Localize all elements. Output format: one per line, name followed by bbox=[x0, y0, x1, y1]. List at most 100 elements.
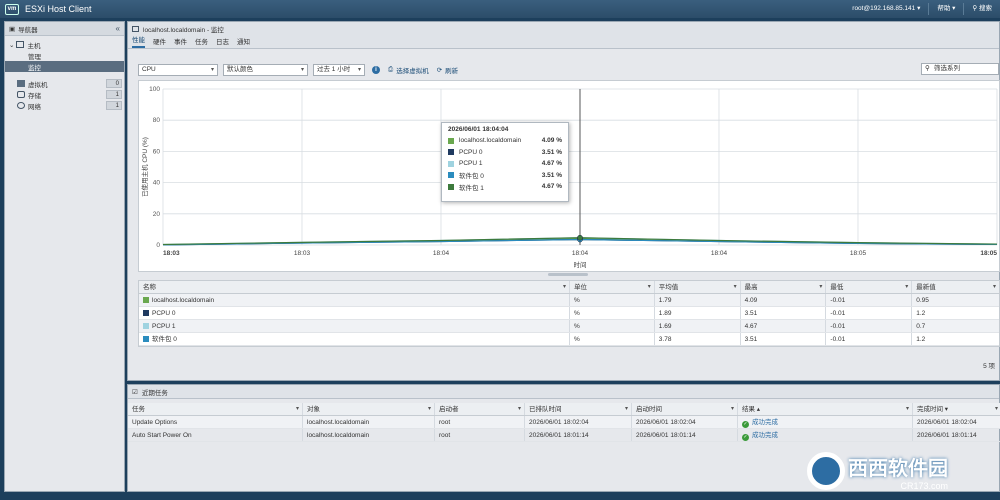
task-cell-completed: 2026/06/01 18:02:04 bbox=[917, 419, 977, 426]
task-cell-result[interactable]: ✓ 成功完成 bbox=[738, 429, 913, 441]
column-header-task[interactable]: 任务 ▾ bbox=[128, 403, 303, 415]
tooltip-row: 软件包 1 4.67 % bbox=[448, 181, 562, 193]
collapse-icon[interactable]: « bbox=[115, 24, 120, 33]
series-swatch bbox=[143, 323, 149, 329]
x-tick-label: 18:03 bbox=[294, 250, 311, 257]
column-header-started[interactable]: 启动时间 ▾ bbox=[632, 403, 738, 415]
success-icon: ✓ bbox=[742, 434, 749, 441]
x-tick-label: 18:05 bbox=[980, 250, 997, 257]
table-cell-avg: 1.89 bbox=[655, 307, 741, 319]
chart-toolbar: CPU ▾ 默认颜色 ▾ 过去 1 小时 ▾ i ⎙ 选择虚拟机 ⟳ 刷新 ⚲ … bbox=[138, 63, 999, 77]
navigator-icon: ▣ bbox=[9, 25, 16, 33]
tab-notifications[interactable]: 通知 bbox=[237, 39, 250, 46]
nav-item-host[interactable]: ⌄ 主机 bbox=[5, 39, 124, 50]
table-row[interactable]: PCPU 1% 1.69 4.67 -0.01 0.7 bbox=[139, 320, 999, 333]
column-header-latest[interactable]: 最新值 ▾ bbox=[916, 284, 997, 291]
y-tick-label: 40 bbox=[153, 180, 161, 187]
watermark-circle-icon bbox=[807, 452, 845, 490]
tab-performance[interactable]: 性能 bbox=[132, 34, 145, 48]
table-cell-name: 软件包 0 bbox=[139, 333, 570, 345]
nav-item-storage[interactable]: 存储 1 bbox=[5, 89, 124, 100]
resize-handle[interactable] bbox=[548, 273, 588, 276]
x-tick-label: 18:05 bbox=[850, 250, 867, 257]
top-bar: vm ESXi Host Client root@192.168.85.141 … bbox=[0, 0, 1000, 18]
metric-select[interactable]: CPU ▾ bbox=[138, 64, 218, 76]
table-cell-avg: 1.79 bbox=[655, 294, 741, 306]
help-menu[interactable]: 帮助 ▾ bbox=[929, 3, 965, 15]
tasks-table: 任务 ▾ 对象 ▾ 启动者 ▾ 已排队时间 ▾ 启动时间 ▾ 结果 ▴ ▾ 完成时间 ▾ ▾ … bbox=[128, 403, 1000, 442]
table-cell-name: PCPU 0 bbox=[139, 307, 570, 319]
task-row[interactable]: Auto Start Power On localhost.localdomain… bbox=[128, 429, 1000, 442]
column-header-initiator[interactable]: 启动者 ▾ bbox=[435, 403, 525, 415]
storage-count-badge: 1 bbox=[106, 90, 122, 99]
watermark-logo: 西西软件园 CR173.com bbox=[807, 450, 992, 492]
table-cell-latest: 1.2 bbox=[916, 310, 926, 317]
user-menu[interactable]: root@192.168.85.141 ▾ bbox=[844, 3, 930, 15]
tooltip-series-value: 4.67 % bbox=[541, 160, 562, 168]
table-cell-latest: 1.2 bbox=[916, 336, 926, 343]
column-header-min[interactable]: 最低 ▾ bbox=[826, 281, 913, 293]
tab-tasks[interactable]: 任务 bbox=[195, 39, 208, 46]
y-tick-label: 20 bbox=[153, 211, 161, 218]
nav-item-vms[interactable]: 虚拟机 0 bbox=[5, 78, 124, 89]
app-title: ESXi Host Client bbox=[25, 4, 92, 14]
task-cell-object: localhost.localdomain bbox=[303, 429, 435, 441]
tooltip-row: 软件包 0 3.51 % bbox=[448, 170, 562, 182]
success-icon: ✓ bbox=[742, 421, 749, 428]
series-swatch bbox=[448, 137, 454, 144]
column-header-name[interactable]: 名称 ▾ bbox=[139, 281, 570, 293]
task-cell-result[interactable]: ✓ 成功完成 bbox=[738, 416, 913, 428]
tab-hardware[interactable]: 硬件 bbox=[153, 39, 166, 46]
table-row[interactable]: localhost.localdomain% 1.79 4.09 -0.01 0.95 bbox=[139, 294, 999, 307]
task-cell-object: localhost.localdomain bbox=[303, 416, 435, 428]
column-header-max[interactable]: 最高 ▾ bbox=[741, 281, 827, 293]
tooltip-time: 2026/06/01 18:04:04 bbox=[448, 126, 509, 133]
column-header-completed[interactable]: 完成时间 ▾ ▾ bbox=[917, 406, 998, 413]
table-cell-min: -0.01 bbox=[826, 320, 913, 332]
nav-item-storage-label: 存储 bbox=[28, 92, 41, 100]
watermark-title: 西西软件园 bbox=[848, 457, 948, 480]
filter-series-input[interactable]: ⚲ 筛选系列 bbox=[921, 63, 999, 75]
color-select[interactable]: 默认颜色 ▾ bbox=[223, 64, 308, 76]
search-label: 搜索 bbox=[979, 5, 992, 12]
host-icon bbox=[16, 41, 25, 48]
y-tick-label: 0 bbox=[156, 242, 160, 249]
nav-item-monitor[interactable]: 监控 bbox=[5, 61, 124, 72]
tooltip-series-value: 4.67 % bbox=[541, 183, 562, 191]
host-icon bbox=[132, 26, 139, 32]
tooltip-series-value: 4.09 % bbox=[541, 137, 562, 145]
nav-item-network-label: 网络 bbox=[28, 103, 41, 111]
search-button[interactable]: ⚲ 搜索 bbox=[964, 3, 1000, 15]
tab-logs[interactable]: 日志 bbox=[216, 39, 229, 46]
vm-select-icon: ⎙ bbox=[388, 66, 394, 73]
table-row[interactable]: PCPU 0% 1.89 3.51 -0.01 1.2 bbox=[139, 307, 999, 320]
y-tick-label: 100 bbox=[149, 86, 160, 93]
column-header-object[interactable]: 对象 ▾ bbox=[303, 403, 435, 415]
tab-bar: 性能 硬件 事件 任务 日志 通知 bbox=[128, 36, 999, 49]
recent-tasks-panel: ☑ 近期任务 任务 ▾ 对象 ▾ 启动者 ▾ 已排队时间 ▾ 启动时间 ▾ 结果 ▴ ▾ 完… bbox=[127, 384, 1000, 492]
vmware-logo: vm bbox=[5, 3, 19, 15]
select-vm-button[interactable]: ⎙ 选择虚拟机 bbox=[388, 65, 429, 75]
info-icon[interactable]: i bbox=[372, 66, 380, 74]
recent-tasks-title: 近期任务 bbox=[141, 389, 168, 397]
task-row[interactable]: Update Options localhost.localdomain root 2… bbox=[128, 416, 1000, 429]
tooltip-series-name: 软件包 1 bbox=[459, 184, 484, 192]
column-header-avg[interactable]: 平均值 ▾ bbox=[655, 281, 741, 293]
nav-item-manage[interactable]: 管理 bbox=[5, 50, 124, 61]
column-header-result[interactable]: 结果 ▴ ▾ bbox=[738, 403, 913, 415]
tooltip-series-name: PCPU 1 bbox=[459, 160, 483, 168]
column-header-queued[interactable]: 已排队时间 ▾ bbox=[525, 403, 632, 415]
tasks-icon: ☑ bbox=[132, 388, 138, 396]
nav-item-network[interactable]: 网络 1 bbox=[5, 100, 124, 111]
hover-point bbox=[577, 234, 583, 241]
tab-events[interactable]: 事件 bbox=[174, 39, 187, 46]
tooltip-series-value: 3.51 % bbox=[541, 171, 562, 179]
table-row[interactable]: 软件包 0% 3.78 3.51 -0.01 1.2 bbox=[139, 333, 999, 346]
refresh-button[interactable]: ⟳ 刷新 bbox=[437, 65, 458, 75]
vm-count-badge: 0 bbox=[106, 79, 122, 88]
series-swatch bbox=[143, 297, 149, 303]
table-cell-unit: % bbox=[570, 320, 655, 332]
tooltip-row: PCPU 1 4.67 % bbox=[448, 158, 562, 170]
column-header-unit[interactable]: 单位 ▾ bbox=[570, 281, 655, 293]
time-range-select[interactable]: 过去 1 小时 ▾ bbox=[313, 64, 365, 76]
